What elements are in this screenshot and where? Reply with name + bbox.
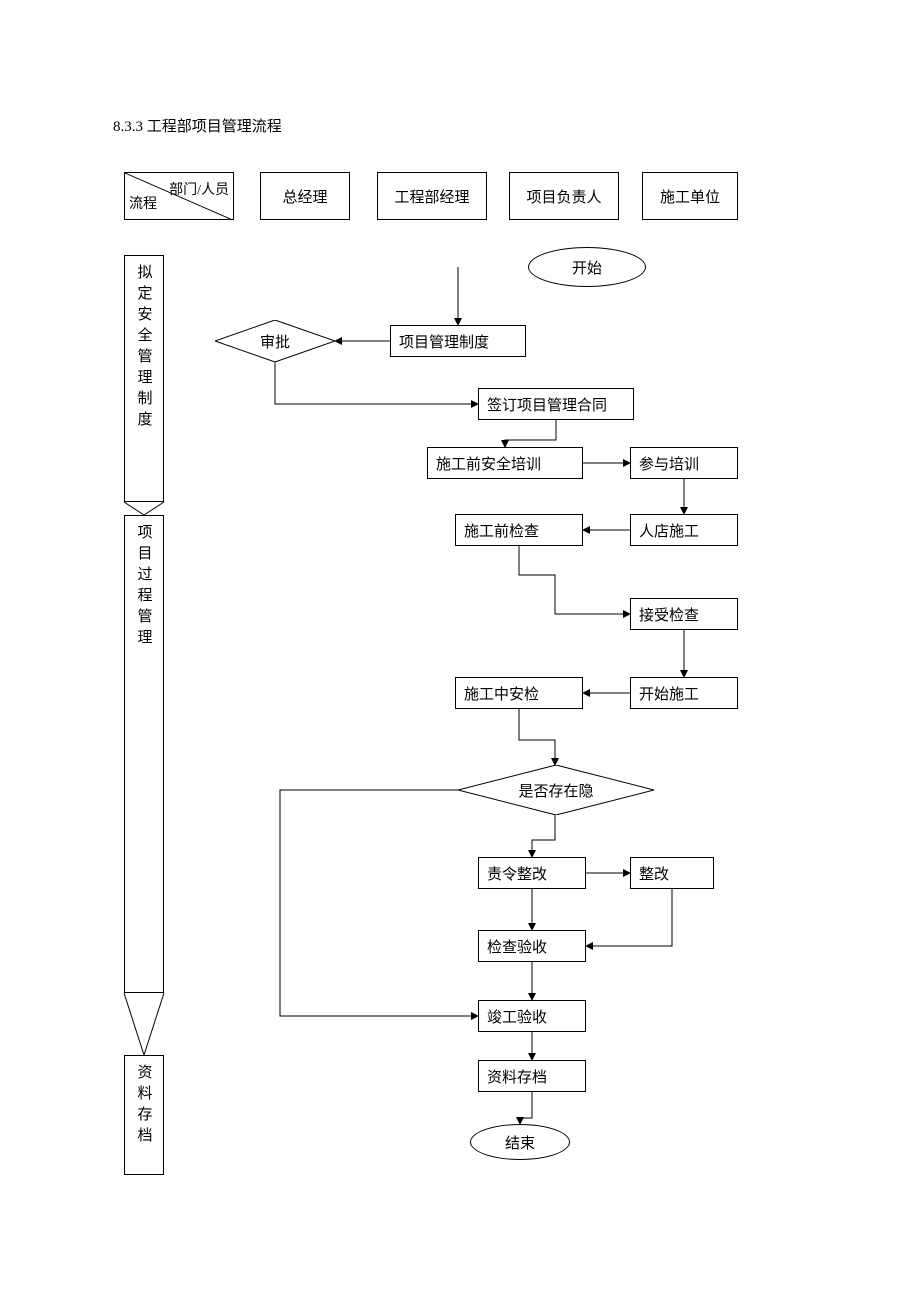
node-order-fix: 责令整改 (478, 857, 586, 889)
header-top-label: 部门/人员 (169, 179, 229, 199)
node-start: 开始 (528, 247, 646, 287)
node-pre-check: 施工前检查 (455, 514, 583, 546)
header-col-3: 施工单位 (642, 172, 738, 220)
node-fix: 整改 (630, 857, 714, 889)
node-pm-system: 项目管理制度 (390, 325, 526, 357)
phase-box-0: 拟定安全管理制度 (124, 255, 164, 502)
node-archive: 资料存档 (478, 1060, 586, 1092)
node-start-work: 开始施工 (630, 677, 738, 709)
header-first-box: 部门/人员 流程 (124, 172, 234, 220)
node-mid-check: 施工中安检 (455, 677, 583, 709)
header-col-0: 总经理 (260, 172, 350, 220)
node-accept-check: 接受检查 (630, 598, 738, 630)
phase-box-2: 资料存档 (124, 1055, 164, 1175)
node-hazard: 是否存在隐 (458, 765, 654, 815)
node-end: 结束 (470, 1124, 570, 1160)
node-approve: 审批 (215, 320, 335, 362)
node-sign-contract: 签订项目管理合同 (478, 388, 634, 420)
node-check-accept: 检查验收 (478, 930, 586, 962)
page-title: 8.3.3 工程部项目管理流程 (113, 115, 282, 136)
node-final-accept: 竣工验收 (478, 1000, 586, 1032)
header-col-1: 工程部经理 (377, 172, 487, 220)
node-pre-train: 施工前安全培训 (427, 447, 583, 479)
header-col-2: 项目负责人 (509, 172, 619, 220)
node-enter-site: 人店施工 (630, 514, 738, 546)
header-bottom-label: 流程 (129, 193, 157, 213)
phase-box-1: 项目过程管理 (124, 515, 164, 993)
node-join-train: 参与培训 (630, 447, 738, 479)
